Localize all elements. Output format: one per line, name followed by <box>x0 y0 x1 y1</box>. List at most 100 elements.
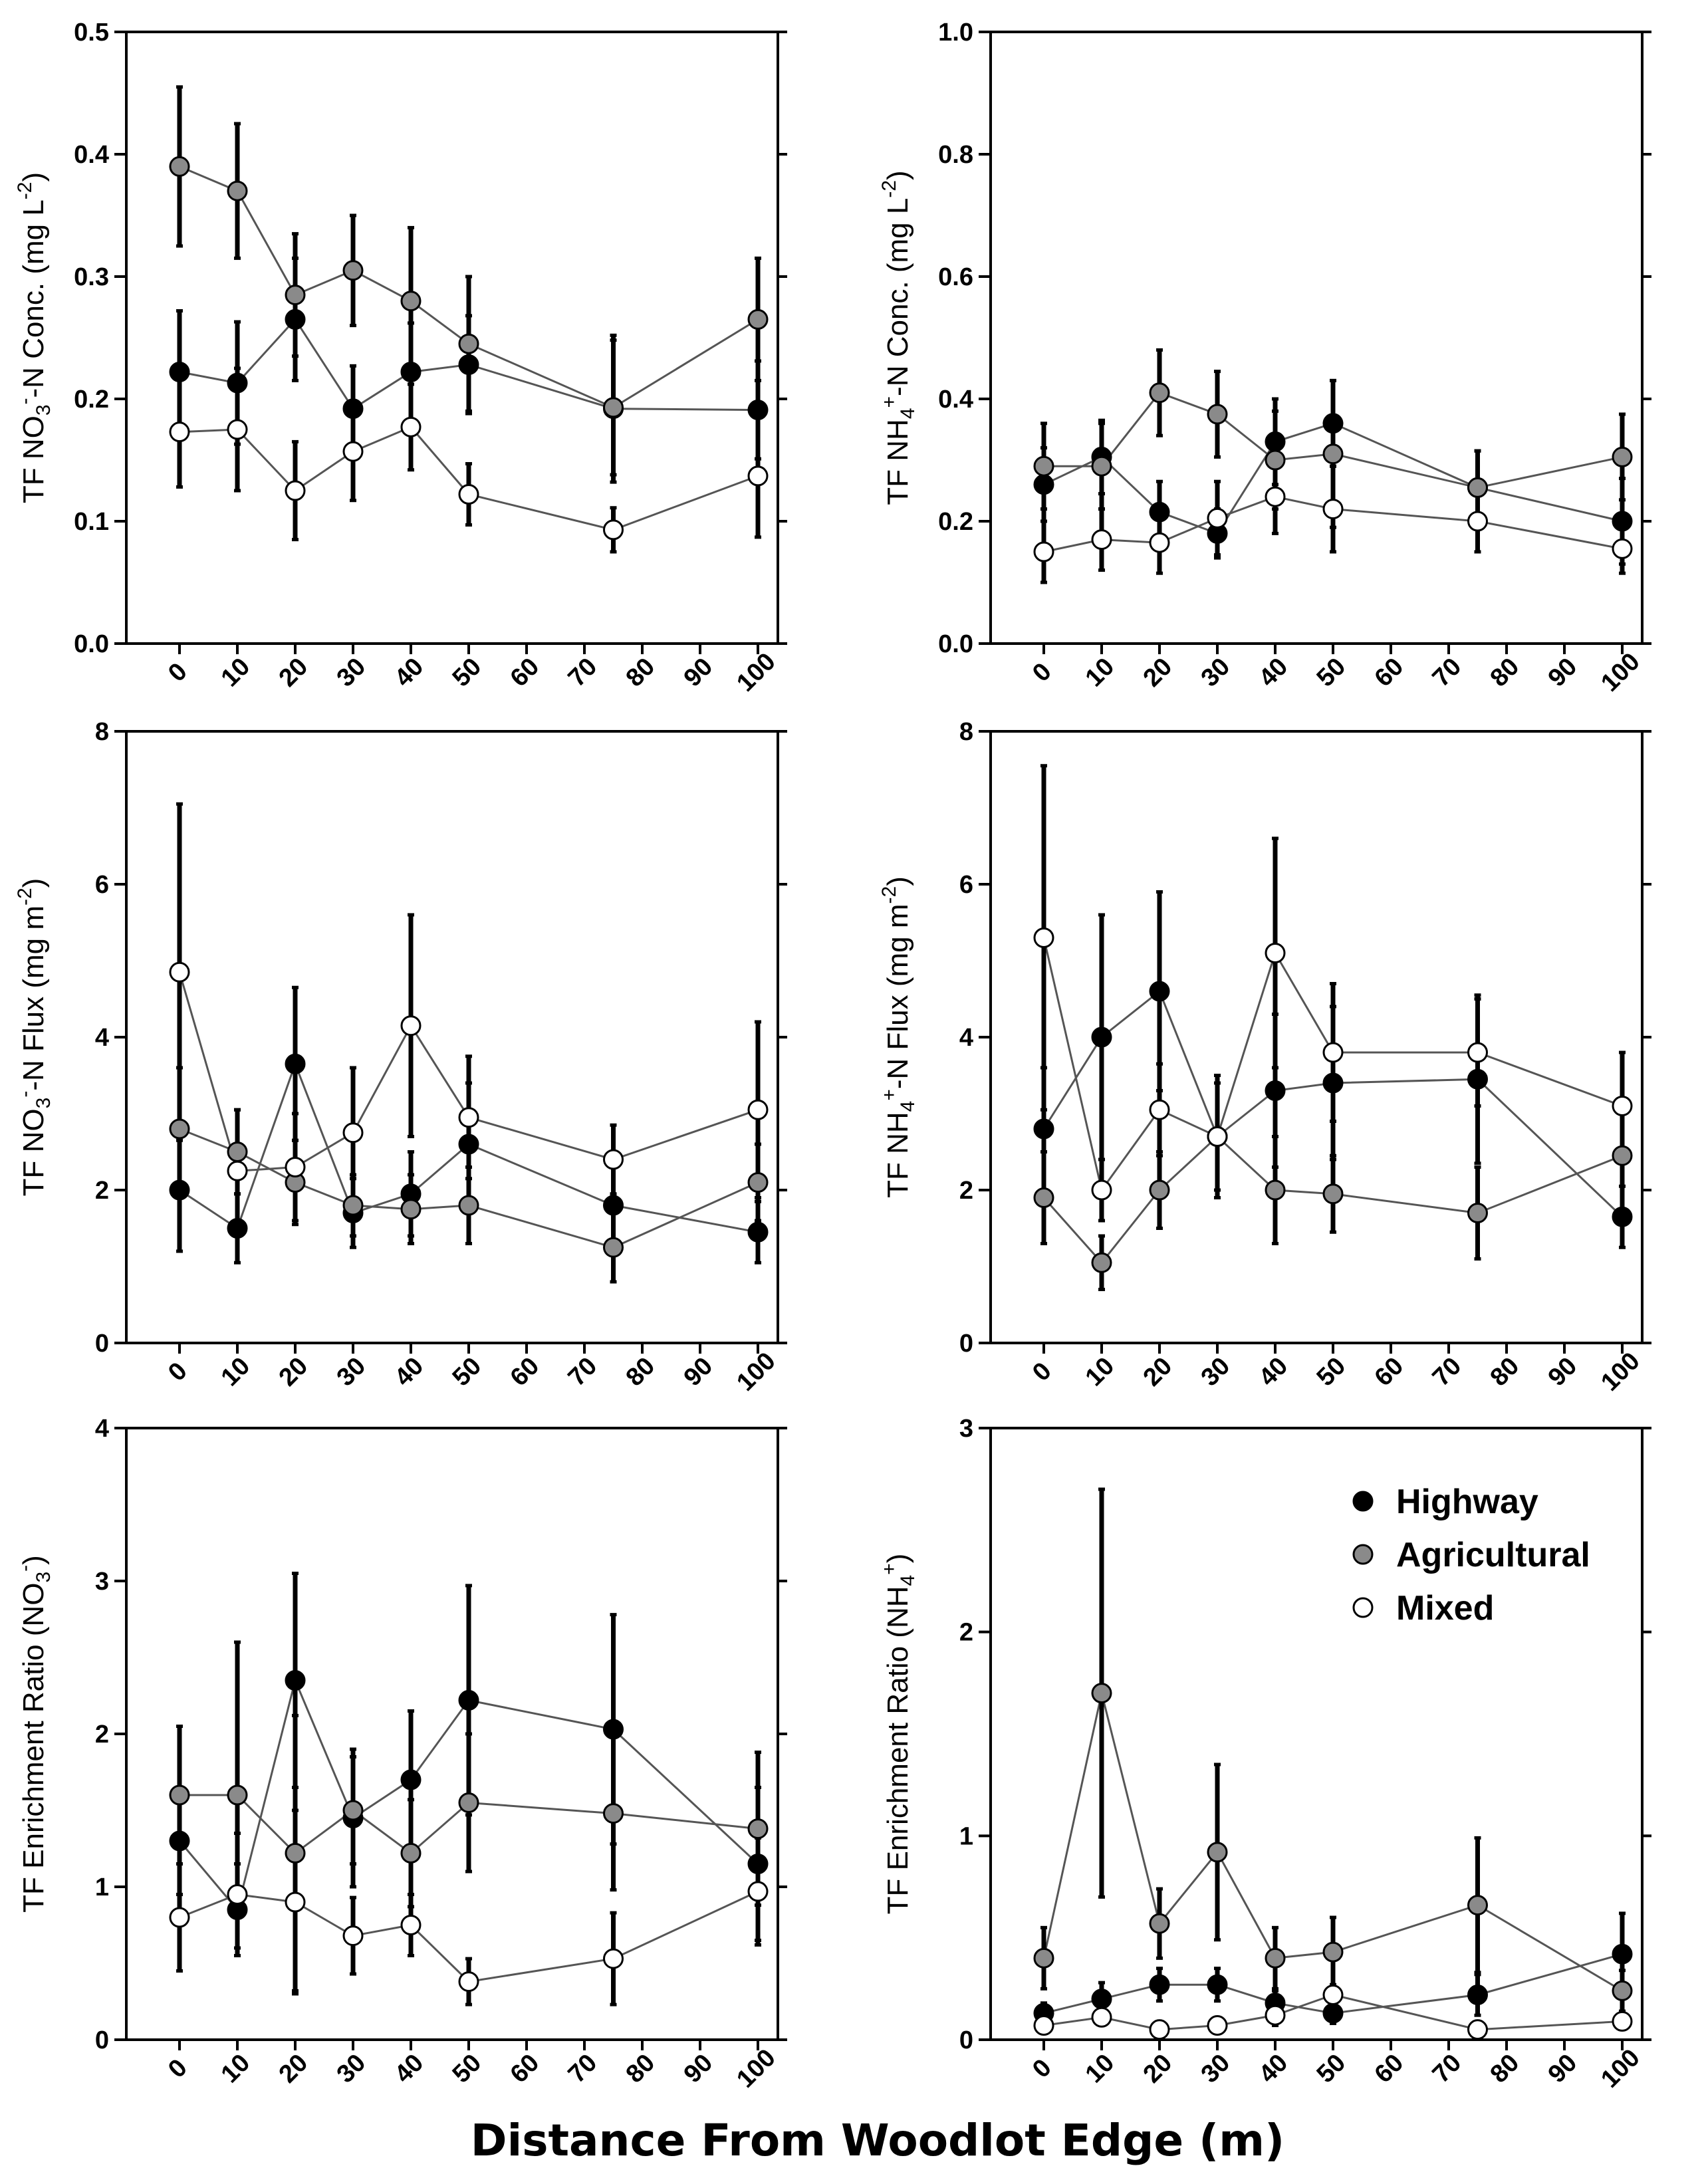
data-point-agricultural <box>1322 443 1344 465</box>
data-point-agricultural <box>169 156 190 177</box>
data-point-agricultural <box>458 1195 479 1216</box>
data-point-mixed <box>169 1907 190 1928</box>
x-tick-label: 40 <box>390 2049 429 2089</box>
x-tick-label: 100 <box>731 648 781 697</box>
data-point-highway <box>342 398 364 420</box>
data-point-mixed <box>1467 2019 1488 2040</box>
x-tick-label: 30 <box>332 1352 372 1392</box>
x-tick-label: 70 <box>563 2049 603 2089</box>
data-point-highway <box>169 1830 190 1852</box>
data-point-mixed <box>1149 1099 1170 1120</box>
y-tick-label: 0.2 <box>938 508 973 536</box>
data-point-highway <box>1091 1989 1112 2010</box>
x-tick-label: 90 <box>679 2049 719 2089</box>
y-tick-label: 0.6 <box>938 263 973 291</box>
data-point-mixed <box>400 416 422 437</box>
y-axis-title: TF Enrichment Ratio (NO3-) <box>14 1555 55 1913</box>
x-tick-label: 50 <box>1312 1352 1352 1392</box>
x-tick-label: 10 <box>1080 2049 1120 2089</box>
y-tick-label: 0 <box>959 2026 973 2054</box>
series-line-mixed <box>179 425 759 531</box>
y-tick-label: 3 <box>95 1568 109 1596</box>
x-tick-label: 10 <box>216 1352 256 1392</box>
data-point-mixed <box>342 1122 364 1144</box>
data-point-mixed <box>285 1891 306 1913</box>
data-point-agricultural <box>169 1118 190 1140</box>
data-point-highway <box>1207 1974 1228 1995</box>
data-point-mixed <box>1467 1042 1488 1063</box>
data-point-agricultural <box>603 1803 624 1824</box>
data-point-highway <box>285 1053 306 1074</box>
x-tick-label: 20 <box>274 653 314 693</box>
data-point-highway <box>285 1670 306 1691</box>
y-tick-label: 0.3 <box>74 263 109 291</box>
data-point-mixed <box>1149 2019 1170 2040</box>
y-tick-label: 4 <box>959 1024 973 1052</box>
x-tick-label: 0 <box>1027 658 1057 687</box>
data-point-mixed <box>285 1157 306 1177</box>
series-line-highway <box>179 317 759 412</box>
x-tick-label: 10 <box>216 2049 256 2089</box>
y-tick-label: 0 <box>95 2026 109 2054</box>
y-axis-title: TF Enrichment Ratio (NH4+) <box>878 1554 919 1915</box>
data-point-highway <box>1033 1118 1054 1140</box>
x-tick-label: 20 <box>1138 2049 1178 2089</box>
y-tick-label: 8 <box>95 718 109 746</box>
data-point-highway <box>458 1689 479 1711</box>
data-point-agricultural <box>227 180 248 201</box>
x-tick-label: 70 <box>1427 1352 1467 1392</box>
x-tick-label: 50 <box>447 1352 487 1392</box>
y-tick-label: 8 <box>959 718 973 746</box>
data-point-mixed <box>1091 1179 1112 1201</box>
data-point-mixed <box>400 1015 422 1036</box>
x-tick-label: 100 <box>1596 1347 1645 1397</box>
x-tick-label: 0 <box>163 658 193 687</box>
y-tick-label: 3 <box>959 1415 973 1443</box>
data-point-mixed <box>603 1948 624 1969</box>
x-tick-label: 100 <box>731 1347 781 1397</box>
data-point-highway <box>169 1179 190 1201</box>
data-point-highway <box>285 308 306 330</box>
series-line-agricultural <box>180 1794 759 1855</box>
plot-frame <box>989 1427 1643 2041</box>
y-tick-label: 0.4 <box>74 141 109 169</box>
data-point-agricultural <box>227 1784 248 1806</box>
legend-entry-highway: Highway <box>1396 1483 1538 1521</box>
data-point-mixed <box>1149 532 1170 553</box>
data-point-agricultural <box>458 1792 479 1813</box>
x-tick-label: 70 <box>563 653 603 693</box>
x-tick-label: 50 <box>447 2049 487 2089</box>
data-point-agricultural <box>1033 1947 1054 1969</box>
y-tick-label: 0.0 <box>938 630 973 658</box>
data-point-highway <box>1149 981 1170 1002</box>
x-tick-label: 30 <box>332 2049 372 2089</box>
y-tick-label: 0.1 <box>74 508 109 536</box>
data-point-mixed <box>747 1099 769 1120</box>
x-tick-label: 60 <box>505 2049 545 2089</box>
plot-frame <box>125 31 779 645</box>
y-tick-label: 0 <box>959 1330 973 1358</box>
data-point-agricultural <box>1322 1941 1344 1963</box>
data-point-agricultural <box>1322 1183 1344 1205</box>
y-tick-label: 2 <box>959 1177 973 1205</box>
data-point-mixed <box>1033 927 1054 948</box>
legend-marker-mixed <box>1352 1597 1374 1618</box>
y-axis-title: TF NO3--N Conc. (mg L-2) <box>14 172 55 503</box>
data-point-agricultural <box>1467 1203 1488 1223</box>
data-point-agricultural <box>747 308 769 330</box>
series-line-agricultural <box>1042 1135 1623 1265</box>
data-point-mixed <box>1207 507 1228 529</box>
data-point-mixed <box>400 1915 422 1935</box>
data-point-agricultural <box>285 1842 306 1864</box>
x-tick-label: 50 <box>1312 2049 1352 2089</box>
x-tick-label: 70 <box>563 1352 603 1392</box>
y-axis-title: TF NH4+-N Flux (mg m-2) <box>878 876 919 1198</box>
series-line-highway <box>1042 989 1624 1218</box>
data-point-agricultural <box>747 1818 769 1840</box>
data-point-agricultural <box>1091 1252 1112 1273</box>
data-point-highway <box>1322 2002 1344 2024</box>
y-tick-label: 1.0 <box>938 19 973 47</box>
data-point-highway <box>1091 1027 1112 1048</box>
data-point-highway <box>400 1769 422 1790</box>
